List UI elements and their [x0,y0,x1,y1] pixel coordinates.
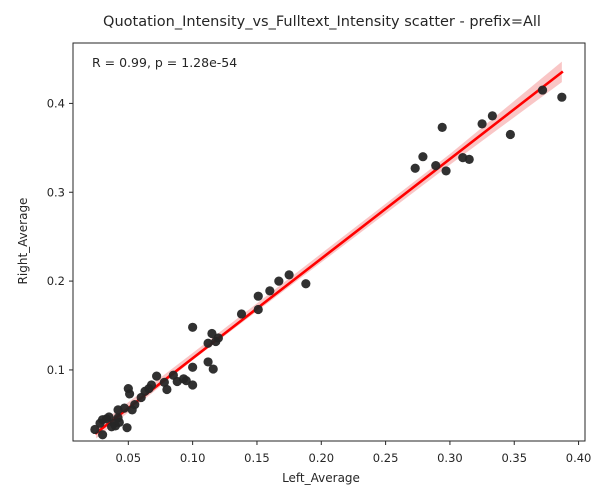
scatter-point [537,85,548,95]
scatter-point [487,111,497,121]
scatter-point [104,412,114,422]
scatter-point [464,154,474,164]
y-tick-label: 0.4 [47,96,65,110]
x-axis-ticks: 0.05 0.10 0.15 0.20 0.25 0.30 0.35 0.40 [116,441,592,465]
scatter-point [130,399,140,410]
x-tick-label: 0.10 [180,451,206,465]
scatter-point [146,380,157,390]
plot-area [90,61,567,440]
scatter-point [203,357,213,367]
x-tick-label: 0.30 [437,451,463,465]
scatter-point [159,377,169,387]
scatter-point [203,338,213,348]
scatter-point [181,375,191,386]
chart-title: Quotation_Intensity_vs_Fulltext_Intensit… [103,14,541,30]
scatter-point [265,286,275,296]
scatter-point [557,92,567,102]
y-axis-ticks: 0.1 0.2 0.3 0.4 [47,96,73,377]
x-tick-label: 0.40 [566,451,592,465]
scatter-point [274,276,284,286]
x-tick-label: 0.25 [373,451,399,465]
y-tick-label: 0.2 [47,274,65,288]
y-axis-label: Right_Average [16,198,30,285]
scatter-point [505,129,515,140]
scatter-point [418,152,428,162]
scatter-point [152,371,162,381]
axes-frame [72,42,586,442]
points-layer [90,85,567,440]
scatter-point [213,333,223,343]
scatter-point [114,417,124,427]
correlation-annotation: R = 0.99, p = 1.28e-54 [92,55,237,70]
scatter-point [253,304,263,315]
scatter-point [410,163,420,173]
y-tick-label: 0.1 [47,363,65,377]
scatter-point [208,364,218,374]
x-tick-label: 0.20 [308,451,334,465]
scatter-point [441,166,451,176]
scatter-point [122,423,132,433]
x-tick-label: 0.15 [244,451,270,465]
scatter-point [188,380,198,390]
x-axis-label: Left_Average [282,471,360,485]
scatter-point [284,270,294,280]
scatter-point [188,322,198,332]
scatter-point [97,430,108,440]
scatter-point [207,328,217,339]
scatter-point [125,389,135,399]
scatter-point [162,384,172,395]
scatter-point [119,403,130,413]
y-tick-label: 0.3 [47,185,65,199]
scatter-point [301,279,311,289]
scatter-point [477,119,487,129]
x-tick-label: 0.05 [116,451,142,465]
scatter-point [188,362,198,372]
scatter-point [437,122,447,132]
scatter-point [90,424,100,435]
scatter-point [253,291,263,301]
x-tick-label: 0.35 [501,451,527,465]
scatter-point [236,309,247,319]
scatter-point [431,161,441,171]
